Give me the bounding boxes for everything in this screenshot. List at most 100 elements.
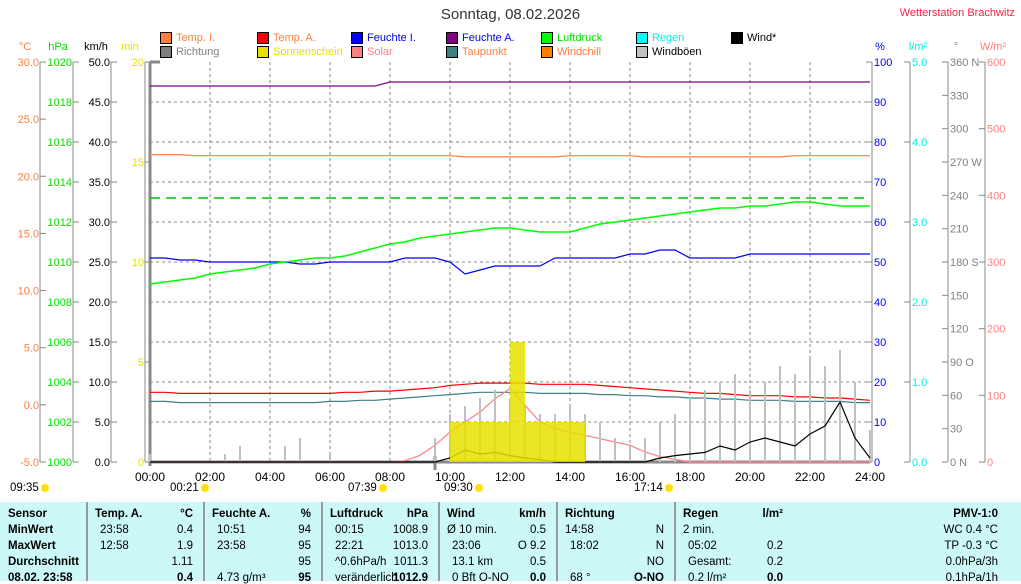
y-tick-label-sun: 10	[132, 257, 144, 269]
legend-label: Wind*	[747, 32, 777, 44]
legend-label: Windchill	[557, 46, 602, 58]
legend-label: Temp. A.	[273, 32, 316, 44]
y-tick-label-temp: 5.0	[24, 343, 39, 355]
y-tick-label-pressure: 1014	[48, 177, 72, 189]
astro-time: 09:30	[444, 482, 473, 494]
table-cell-info: 23:06	[452, 540, 481, 552]
astro-sunset: 17:14	[634, 482, 673, 494]
y-tick-label-temp: 15.0	[18, 228, 39, 240]
table-cell-value: 1.11	[171, 556, 193, 568]
table-header-unit: °C	[180, 508, 193, 520]
chart-title: Sonntag, 08.02.2026	[440, 6, 581, 23]
y-tick-label-rain: 2.0	[912, 297, 927, 309]
series-luftdruck	[149, 201, 870, 285]
x-tick-label: 06:00	[315, 470, 345, 484]
table-header-unit: km/h	[519, 508, 546, 520]
legend-label: Feuchte I.	[367, 32, 416, 44]
x-tick-label: 20:00	[735, 470, 765, 484]
y-axis-unit-temp: °C	[19, 41, 31, 53]
legend-item-feuchte-a-: Feuchte A.	[446, 32, 515, 44]
astro-moonset: 09:35	[10, 482, 49, 494]
table-cell-value: N	[655, 540, 664, 552]
y-tick-label-rain: 5.0	[912, 57, 927, 69]
y-axis-unit-direction: °	[954, 41, 958, 53]
legend-swatch	[731, 32, 743, 44]
table-cell-value: 95	[298, 572, 311, 584]
table-cell-info: 13.1 km	[452, 556, 493, 568]
y-axis-unit-rain: l/m²	[909, 41, 928, 53]
table-cell-pmv: TP -0.3 °C	[944, 540, 998, 552]
y-tick-label-rain: 1.0	[912, 377, 927, 389]
y-tick-label-direction: 150	[950, 290, 968, 302]
y-tick-label-direction: 270 W	[950, 157, 982, 169]
table-cell-value: O 9.2	[517, 540, 546, 552]
x-tick-label: 12:00	[495, 470, 525, 484]
table-row-label: Durchschnitt	[8, 556, 79, 568]
table-cell-info: 23:58	[100, 524, 129, 536]
table-cell-value: NO	[646, 556, 664, 568]
legend-item-solar: Solar	[351, 46, 393, 58]
x-tick-label: 24:00	[855, 470, 885, 484]
legend-swatch	[257, 46, 269, 58]
table-column-divider	[203, 502, 205, 581]
table-header-temp-a-: Temp. A.	[95, 508, 143, 520]
sunrise-icon	[378, 483, 387, 492]
y-tick-label-rain: 0.0	[912, 457, 927, 469]
legend-swatch	[446, 46, 458, 58]
y-tick-label-pressure: 1004	[48, 377, 72, 389]
legend-label: Richtung	[176, 46, 220, 58]
table-cell-value: 1011.3	[393, 556, 428, 568]
moonrise-icon	[200, 483, 209, 492]
legend-label: Feuchte A.	[462, 32, 515, 44]
stats-table: Sensor MinWert MaxWert Durchschnitt 08.02. 2…	[0, 502, 1021, 584]
y-axis-unit-solar: W/m²	[980, 41, 1007, 53]
legend-swatch	[160, 46, 172, 58]
table-cell-info: ^0.6hPa/h	[335, 556, 387, 568]
table-header-unit: l/m²	[762, 508, 783, 520]
y-tick-label-wind: 45.0	[89, 97, 110, 109]
x-tick-label: 22:00	[795, 470, 825, 484]
y-tick-label-humidity: 20	[874, 377, 886, 389]
y-tick-label-sun: 0	[138, 457, 144, 469]
table-cell-pmv: WC 0.4 °C	[943, 524, 998, 536]
series-feuchte-i-	[150, 249, 870, 275]
table-header-unit: hPa	[406, 508, 428, 520]
y-tick-label-humidity: 90	[874, 97, 886, 109]
y-tick-label-direction: 360 N	[950, 57, 979, 69]
moon-phase-icon	[474, 483, 483, 492]
legend-label: Taupunkt	[462, 46, 507, 58]
table-cell-info: 2 min.	[683, 524, 715, 536]
legend-swatch	[351, 32, 363, 44]
moonset-icon	[40, 483, 49, 492]
y-tick-label-pressure: 1016	[48, 137, 72, 149]
table-column-divider	[86, 502, 88, 581]
table-cell-value: 0.4	[177, 572, 193, 584]
astro-moon-phase: 09:30	[444, 482, 483, 494]
y-tick-label-solar: 600	[987, 57, 1005, 69]
y-tick-label-direction: 30	[950, 424, 962, 436]
y-tick-label-wind: 25.0	[89, 257, 110, 269]
sunset-icon	[664, 483, 673, 492]
y-axis-unit-wind: km/h	[84, 41, 108, 53]
x-tick-label: 14:00	[555, 470, 585, 484]
y-tick-label-wind: 5.0	[95, 417, 110, 429]
sunshine-bar	[510, 342, 525, 462]
y-tick-label-sun: 15	[132, 157, 144, 169]
y-tick-label-pressure: 1012	[48, 217, 72, 229]
y-tick-label-rain: 4.0	[912, 137, 927, 149]
legend-item-temp-i-: Temp. I.	[160, 32, 215, 44]
legend-swatch	[541, 46, 553, 58]
table-header-unit: %	[300, 508, 311, 520]
y-tick-label-wind: 20.0	[89, 297, 110, 309]
y-tick-label-solar: 0	[987, 457, 993, 469]
y-tick-label-wind: 35.0	[89, 177, 110, 189]
y-tick-label-direction: 300	[950, 124, 968, 136]
legend-label: Regen	[652, 32, 685, 44]
sunshine-bar	[540, 422, 555, 462]
y-tick-label-wind: 50.0	[89, 57, 110, 69]
y-tick-label-humidity: 60	[874, 217, 886, 229]
y-tick-label-pressure: 1002	[48, 417, 72, 429]
legend-item-sonnenschein: Sonnenschein	[257, 46, 343, 58]
y-tick-label-direction: 0 N	[950, 457, 967, 469]
legend-swatch	[257, 32, 269, 44]
